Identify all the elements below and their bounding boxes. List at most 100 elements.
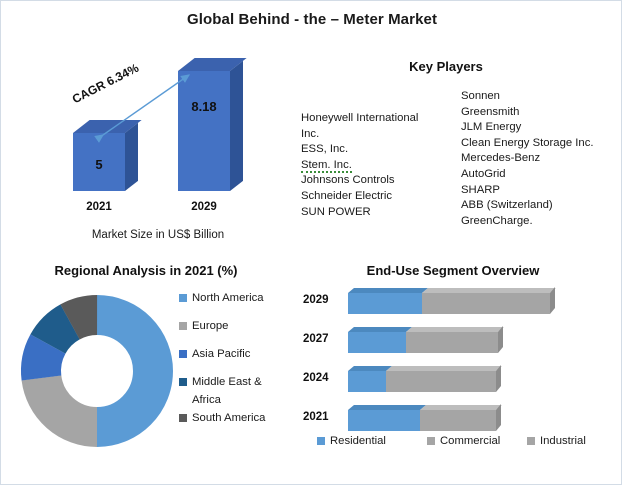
end-use-section: End-Use Segment Overview 2029 2027 [303,263,615,478]
end-use-title: End-Use Segment Overview [366,263,540,278]
key-players-section: Key Players Honeywell International Inc.… [301,59,613,251]
legend-item-north-america: North America [179,291,299,305]
bar-segment-side-face [496,365,501,392]
key-player-item: AutoGrid [461,167,506,180]
regional-analysis-section: Regional Analysis in 2021 (%) [9,263,301,478]
legend-item-europe: Europe [179,319,299,333]
key-player-item: Sonnen [461,90,500,102]
legend-label: North America [192,292,264,304]
bar-segment-commercial [422,287,556,314]
donut-slice-south-america [21,295,173,447]
bar-2029-value: 8.18 [191,99,217,114]
stacked-bar [348,326,504,353]
end-use-row-2021: 2021 [303,404,615,443]
legend-label: South America [192,412,266,424]
bar-segment-top-face [348,327,412,332]
bar-segment-top-face [348,405,426,410]
end-use-row-label: 2027 [303,333,329,345]
key-players-columns: Honeywell International Inc. ESS, Inc. S… [301,89,613,229]
legend-swatch-icon [427,437,435,445]
end-use-legend: Residential Commercial Industrial [317,435,613,447]
key-player-item: SUN POWER [301,205,371,218]
stacked-bar [348,287,556,314]
bar-segment-commercial [386,365,502,392]
donut-slice-asia-pacific [21,295,173,447]
legend-item-residential: Residential [317,435,427,447]
bar-segment-side-face [496,404,501,431]
legend-swatch-icon [527,437,535,445]
end-use-chart: 2029 2027 [303,287,615,443]
key-players-title: Key Players [409,59,483,74]
end-use-row-2029: 2029 [303,287,615,326]
key-player-item-misspelled: Stem. Inc. [301,158,352,173]
regional-legend: North America Europe Asia Pacific Middle… [179,291,299,439]
key-player-item: GreenCharge. [461,214,533,227]
bar-segment-commercial [406,326,504,353]
key-players-column-right: Sonnen Greensmith JLM Energy Clean Energ… [461,89,613,229]
market-size-chart: 5 8.18 CAGR [15,53,301,251]
key-player-item: ABB (Switzerland) [461,199,553,212]
bar-segment-top-face [348,288,428,293]
bar-category-2021: 2021 [86,201,112,213]
bar-segment-residential [348,405,426,431]
legend-label: Asia Pacific [192,348,251,360]
legend-label: Residential [330,435,386,447]
bar-segment-side-face [498,326,503,353]
legend-label: Commercial [440,435,501,447]
market-size-plot: 5 8.18 CAGR [15,53,301,213]
key-players-column-left: Honeywell International Inc. ESS, Inc. S… [301,89,461,229]
bar-2021: 5 [73,120,142,191]
stacked-bar [348,404,502,431]
bar-2021-value: 5 [95,157,103,172]
end-use-row-label: 2021 [303,411,329,423]
legend-item-industrial: Industrial [527,435,586,447]
bar-segment-residential [348,327,412,353]
legend-label: Europe [192,320,229,332]
bar-segment-side-face [550,287,555,314]
legend-swatch-icon [179,322,187,330]
legend-swatch-icon [179,294,187,302]
bar-2029: 8.18 [178,58,247,191]
bar-segment-top-face [406,327,504,332]
key-player-item: Honeywell International [301,112,419,124]
donut-slice-europe [21,295,173,447]
legend-label: Industrial [540,435,586,447]
bar-2029-side-face [230,60,243,191]
donut-slice-middle-east-africa [21,295,173,447]
legend-swatch-icon [179,414,187,422]
key-player-item: SHARP [461,183,500,196]
end-use-row-2024: 2024 [303,365,615,404]
key-player-item: ESS, Inc. [301,143,349,156]
legend-item-asia-pacific: Asia Pacific [179,347,299,361]
legend-label: Africa [192,394,221,406]
end-use-row-2027: 2027 [303,326,615,365]
key-player-item: Clean Energy Storage Inc. [461,136,594,149]
legend-item-commercial: Commercial [427,435,527,447]
regional-donut-chart [15,287,179,455]
key-player-item: Greensmith [461,105,520,118]
key-player-item: Mercedes-Benz [461,152,541,165]
key-player-item: Inc. [301,127,320,140]
legend-item-middle-east-africa-line2: Africa [179,393,299,407]
key-player-item: Johnsons Controls [301,174,395,187]
bar-segment-residential [348,288,428,314]
page-title: Global Behind - the – Meter Market [186,11,438,28]
legend-swatch-icon [179,350,187,358]
regional-analysis-title: Regional Analysis in 2021 (%) [54,263,238,278]
key-player-item: Schneider Electric [301,189,393,202]
bar-segment-commercial [420,404,502,431]
legend-item-south-america: South America [179,411,299,425]
legend-item-middle-east-africa: Middle East & [179,375,299,389]
cagr-arrow-icon [94,74,191,143]
legend-swatch-icon [179,378,187,386]
market-size-caption: Market Size in US$ Billion [91,229,225,241]
stacked-bar [348,365,502,392]
key-player-item: JLM Energy [461,121,522,134]
legend-swatch-icon [317,437,325,445]
legend-label: Middle East & [192,376,262,388]
end-use-row-label: 2029 [303,294,329,306]
bar-2029-front-face [178,71,230,191]
bar-segment-residential [348,366,392,392]
end-use-row-label: 2024 [303,372,329,384]
